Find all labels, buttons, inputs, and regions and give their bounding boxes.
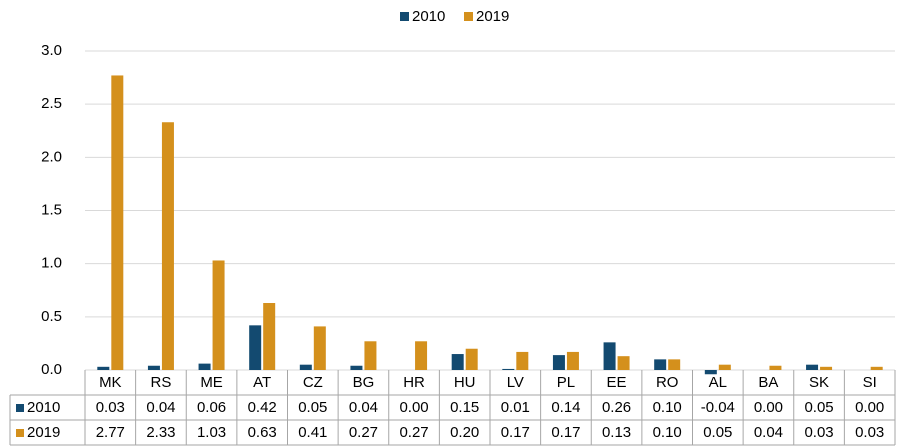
- x-tick-label: HR: [403, 374, 425, 391]
- bar: [870, 366, 883, 370]
- table-value: 0.63: [248, 424, 277, 441]
- y-tick-label: 0.0: [41, 361, 62, 378]
- x-tick-label: MK: [99, 374, 122, 391]
- table-value: 0.05: [298, 399, 327, 416]
- x-tick-label: SI: [863, 374, 877, 391]
- table-value: 0.17: [501, 424, 530, 441]
- y-tick-label: 1.0: [41, 255, 62, 272]
- y-tick-label: 3.0: [41, 42, 62, 59]
- bar: [97, 366, 110, 370]
- table-value: 2.33: [146, 424, 175, 441]
- table-value: 0.04: [754, 424, 783, 441]
- bar: [451, 354, 464, 370]
- table-value: 0.13: [602, 424, 631, 441]
- bar: [313, 326, 326, 370]
- bar: [502, 368, 515, 370]
- table-value: 0.00: [855, 399, 884, 416]
- bar: [465, 348, 478, 370]
- bar: [161, 122, 174, 370]
- table-value: 0.03: [855, 424, 884, 441]
- table-value: 0.27: [399, 424, 428, 441]
- x-tick-label: ME: [200, 374, 223, 391]
- table-value: 1.03: [197, 424, 226, 441]
- table-value: 0.14: [551, 399, 580, 416]
- bar: [415, 341, 428, 370]
- table-value: 0.05: [804, 399, 833, 416]
- table-value: 2.77: [96, 424, 125, 441]
- table-value: 0.17: [551, 424, 580, 441]
- table-value: 0.26: [602, 399, 631, 416]
- bar: [718, 364, 731, 370]
- bar: [263, 303, 276, 370]
- table-value: 0.10: [653, 424, 682, 441]
- legend-swatch: [400, 12, 409, 21]
- bar: [668, 359, 681, 370]
- bar: [147, 365, 160, 370]
- x-tick-label: BA: [758, 374, 778, 391]
- bar: [566, 351, 579, 370]
- x-tick-label: CZ: [303, 374, 323, 391]
- table-swatch: [16, 404, 24, 412]
- bar: [769, 365, 782, 370]
- table-series-label: 2010: [27, 399, 60, 416]
- bar: [299, 364, 312, 370]
- x-tick-label: SK: [809, 374, 829, 391]
- x-tick-label: PL: [557, 374, 575, 391]
- table-value: 0.00: [399, 399, 428, 416]
- bar: [198, 363, 211, 370]
- legend-label: 2019: [476, 8, 509, 25]
- bar: [111, 75, 124, 370]
- table-value: 0.42: [248, 399, 277, 416]
- y-tick-label: 0.5: [41, 308, 62, 325]
- bar: [516, 351, 529, 370]
- table-value: 0.20: [450, 424, 479, 441]
- y-tick-label: 2.5: [41, 95, 62, 112]
- legend-swatch: [464, 12, 473, 21]
- table-value: 0.00: [754, 399, 783, 416]
- table-value: 0.03: [804, 424, 833, 441]
- y-tick-label: 1.5: [41, 201, 62, 218]
- x-tick-label: BG: [353, 374, 375, 391]
- table-value: 0.05: [703, 424, 732, 441]
- bar: [820, 366, 833, 370]
- legend-label: 2010: [412, 8, 445, 25]
- x-tick-label: RS: [151, 374, 172, 391]
- bar: [704, 370, 717, 375]
- table-value: 0.04: [146, 399, 175, 416]
- table-value: 0.06: [197, 399, 226, 416]
- bar: [806, 364, 819, 370]
- bar: [654, 359, 667, 370]
- y-tick-label: 2.0: [41, 148, 62, 165]
- x-tick-label: RO: [656, 374, 679, 391]
- table-value: 0.41: [298, 424, 327, 441]
- bar: [552, 355, 565, 370]
- table-value: -0.04: [701, 399, 735, 416]
- bar: [212, 260, 225, 370]
- x-tick-label: AT: [253, 374, 271, 391]
- bar: [617, 356, 630, 370]
- x-tick-label: AL: [709, 374, 727, 391]
- bar: [364, 341, 377, 370]
- x-tick-label: LV: [507, 374, 524, 391]
- table-value: 0.15: [450, 399, 479, 416]
- x-tick-label: EE: [607, 374, 627, 391]
- table-value: 0.27: [349, 424, 378, 441]
- table-value: 0.03: [96, 399, 125, 416]
- table-value: 0.01: [501, 399, 530, 416]
- table-series-label: 2019: [27, 424, 60, 441]
- table-value: 0.04: [349, 399, 378, 416]
- bar: [350, 365, 363, 370]
- table-value: 0.10: [653, 399, 682, 416]
- table-swatch: [16, 429, 24, 437]
- bar: [603, 342, 616, 370]
- bar: [249, 325, 262, 370]
- x-tick-label: HU: [454, 374, 476, 391]
